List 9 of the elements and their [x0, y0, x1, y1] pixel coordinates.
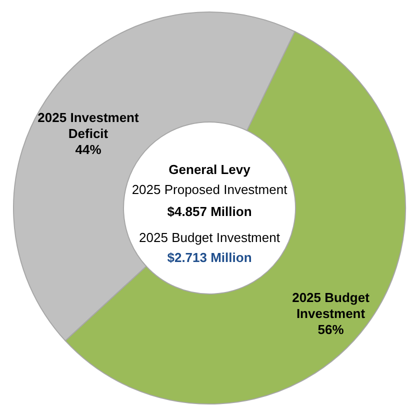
text: 2025 Proposed Investment: [132, 182, 288, 197]
data-label: 44%: [75, 142, 102, 158]
text: $4.857 Million: [167, 204, 252, 219]
text: $2.713 Million: [167, 250, 252, 265]
text: General Levy: [168, 162, 252, 177]
data-label: 56%: [318, 322, 344, 337]
slice-label: 2025 Investment Deficit: [38, 110, 140, 142]
text: 2025 Budget Investment: [139, 230, 280, 245]
slice-label: 2025 Budget Investment: [292, 290, 370, 321]
